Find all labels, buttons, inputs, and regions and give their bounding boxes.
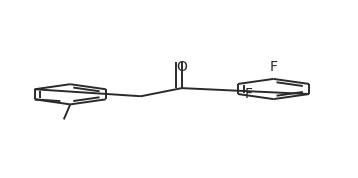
Text: F: F bbox=[270, 61, 277, 74]
Text: O: O bbox=[176, 60, 187, 74]
Text: F: F bbox=[245, 87, 252, 101]
